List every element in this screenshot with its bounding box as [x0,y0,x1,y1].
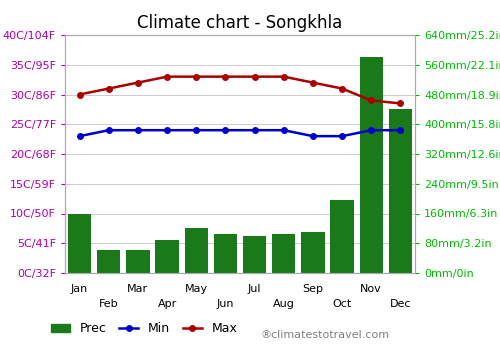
Bar [214,234,237,273]
Text: Mar: Mar [128,284,148,294]
Bar [184,229,208,273]
Text: Oct: Oct [332,299,351,309]
Title: Climate chart - Songkhla: Climate chart - Songkhla [138,14,342,32]
Text: Apr: Apr [158,299,176,309]
Bar [272,234,295,273]
Bar [243,236,266,273]
Text: Jun: Jun [216,299,234,309]
Text: Aug: Aug [273,299,294,309]
Bar [389,109,412,273]
Bar [330,201,354,273]
Legend: Prec, Min, Max: Prec, Min, Max [46,317,242,340]
Bar [68,214,92,273]
Bar [360,57,383,273]
Text: Jan: Jan [71,284,88,294]
Bar [156,239,179,273]
Text: Jul: Jul [248,284,262,294]
Bar [126,250,150,273]
Text: Feb: Feb [99,299,118,309]
Bar [301,232,324,273]
Text: Nov: Nov [360,284,382,294]
Bar [97,250,120,273]
Text: ®climatestotravel.com: ®climatestotravel.com [260,329,389,340]
Text: May: May [184,284,208,294]
Text: Sep: Sep [302,284,324,294]
Text: Dec: Dec [390,299,411,309]
